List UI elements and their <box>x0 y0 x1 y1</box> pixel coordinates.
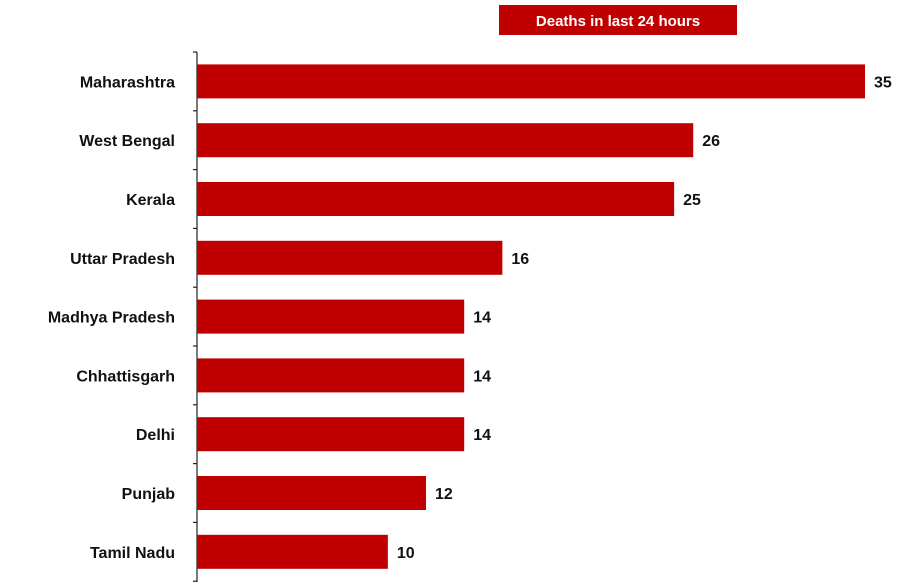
category-label: Punjab <box>122 486 176 503</box>
bar <box>197 534 388 569</box>
bar <box>197 417 465 452</box>
bar-value-label: 10 <box>397 545 415 562</box>
bar <box>197 123 694 158</box>
bar-value-label: 14 <box>473 368 491 385</box>
chart-title: Deaths in last 24 hours <box>536 13 700 30</box>
bar-value-label: 14 <box>473 310 491 327</box>
category-label: Chhattisgarh <box>76 368 175 385</box>
bar-value-label: 16 <box>511 251 529 268</box>
category-label: Delhi <box>136 427 175 444</box>
bars-layer: Maharashtra 35 West Bengal 26 Kerala 25 Uttar … <box>48 51 892 582</box>
category-label: Kerala <box>126 192 175 209</box>
bar <box>197 299 465 334</box>
chart-title-badge: Deaths in last 24 hours <box>499 5 737 35</box>
category-label: Madhya Pradesh <box>48 310 175 327</box>
category-label: West Bengal <box>79 133 175 150</box>
bar <box>197 182 675 216</box>
category-label: Maharashtra <box>80 74 175 91</box>
category-label: Tamil Nadu <box>90 545 175 562</box>
bar <box>197 358 465 393</box>
bar-value-label: 12 <box>435 486 453 503</box>
bar-value-label: 26 <box>702 133 720 150</box>
bar <box>197 64 865 99</box>
bar-value-label: 35 <box>874 74 892 91</box>
bar <box>197 240 503 275</box>
category-label: Uttar Pradesh <box>70 251 175 268</box>
bar-value-label: 14 <box>473 427 491 444</box>
bar <box>197 476 427 510</box>
bar-value-label: 25 <box>683 192 701 209</box>
chart-title-background <box>499 5 737 35</box>
